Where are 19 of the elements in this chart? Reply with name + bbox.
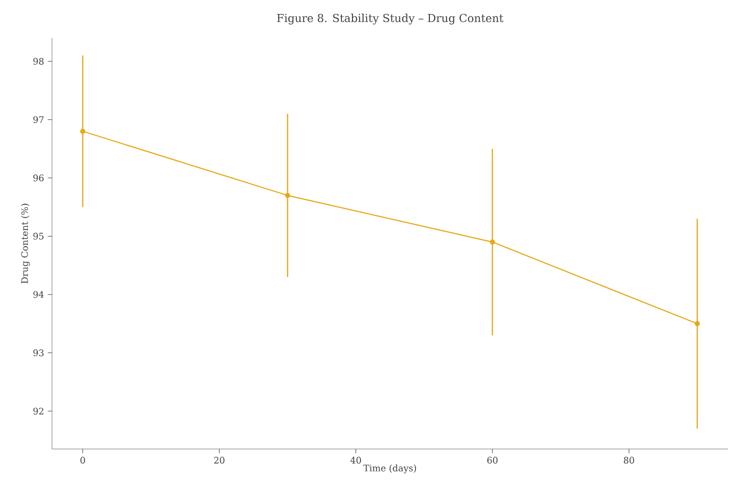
point: [490, 239, 495, 245]
point: [285, 192, 290, 198]
x-tick-label: 0: [80, 456, 85, 464]
point: [694, 321, 700, 326]
y-tick-label: 92: [33, 408, 44, 415]
y-tick-label: 96: [33, 174, 44, 182]
y-tick-label: 97: [33, 116, 44, 124]
y-axis-title: Drug Content (%): [21, 204, 30, 284]
y-tick-label: 94: [33, 291, 44, 298]
x-axis-title: Time (days): [363, 464, 416, 474]
x-tick-label: 60: [487, 456, 498, 464]
x-tick-label: 20: [214, 456, 224, 464]
chart-title: Figure 8. Stability Study – Drug Content: [277, 14, 504, 24]
y-tick-label: 95: [33, 232, 44, 240]
y-tick-label: 93: [33, 349, 44, 356]
point: [80, 128, 86, 134]
x-tick-label: 80: [624, 456, 634, 464]
y-tick-label: 98: [33, 58, 44, 65]
x-tick-label: 40: [350, 456, 361, 464]
